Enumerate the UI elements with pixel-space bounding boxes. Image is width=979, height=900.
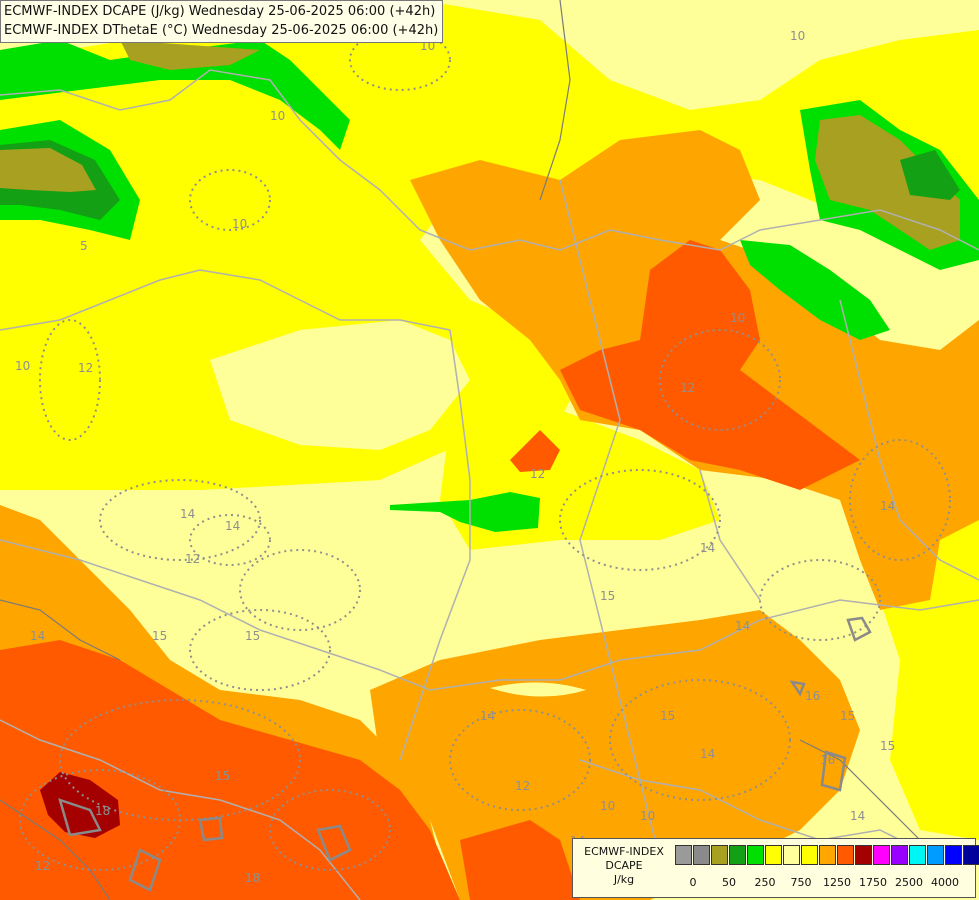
contour-label: 10 xyxy=(270,109,285,123)
legend-tick-label: 4000 xyxy=(931,876,959,889)
contour-label: 15 xyxy=(600,589,615,603)
contour-label: 12 xyxy=(530,467,545,481)
legend-model: ECMWF-INDEX xyxy=(584,845,664,858)
contour-label: 10 xyxy=(640,809,655,823)
legend-swatch xyxy=(801,845,818,865)
legend-swatch xyxy=(963,845,979,865)
legend-tick-label: 50 xyxy=(722,876,736,889)
legend-unit: J/kg xyxy=(613,873,635,886)
legend-swatch xyxy=(675,845,692,865)
contour-label: 12 xyxy=(35,859,50,873)
contour-label: 12 xyxy=(515,779,530,793)
contour-label: 14 xyxy=(225,519,240,533)
olive-region-north xyxy=(120,40,260,70)
legend-swatch xyxy=(909,845,926,865)
title-dthetae: ECMWF-INDEX DThetaE (°C) Wednesday 25-06… xyxy=(4,23,439,38)
contour-label: 12 xyxy=(680,381,695,395)
contour-labels: 10 10 10 10 5 10 12 10 12 12 14 14 14 12 14 15 14 15 14 15 1… xyxy=(15,29,895,885)
green-region-northwest-top xyxy=(0,40,350,150)
legend-tick-label: 1250 xyxy=(823,876,851,889)
pale-region-north xyxy=(420,0,979,110)
title-dcape: ECMWF-INDEX DCAPE (J/kg) Wednesday 25-06… xyxy=(4,4,436,19)
dark-red-region xyxy=(40,772,120,838)
legend-swatch xyxy=(891,845,908,865)
contour-label: 16 xyxy=(820,753,835,767)
contour-label: 15 xyxy=(215,769,230,783)
legend-tick-label: 0 xyxy=(689,876,697,889)
contour-label: 12 xyxy=(185,552,200,566)
legend-swatches xyxy=(675,845,979,865)
legend-tick-label: 1750 xyxy=(859,876,887,889)
contour-label: 16 xyxy=(805,689,820,703)
thick-contours xyxy=(58,616,872,892)
olive-region-northeast xyxy=(815,115,960,250)
contour-label: 15 xyxy=(152,629,167,643)
contour-label: 10 xyxy=(232,217,247,231)
contour-label: 15 xyxy=(840,709,855,723)
legend-swatch xyxy=(855,845,872,865)
legend-swatch xyxy=(747,845,764,865)
green-strip-center xyxy=(390,492,540,532)
contour-label: 14 xyxy=(850,809,865,823)
red-region-small xyxy=(510,430,560,472)
dark-green-region-northeast xyxy=(900,150,960,200)
pale-region-center xyxy=(210,320,470,450)
red-region-south-small xyxy=(460,820,580,900)
contour-label: 14 xyxy=(480,709,495,723)
red-region-east xyxy=(560,240,860,490)
olive-region-northwest xyxy=(0,148,96,192)
contour-label: 12 xyxy=(78,361,93,375)
legend-swatch xyxy=(729,845,746,865)
legend-swatch xyxy=(819,845,836,865)
contour-label: 14 xyxy=(30,629,45,643)
dtheta-contours xyxy=(19,29,951,871)
green-strip-northeast xyxy=(740,240,890,340)
contour-label: 15 xyxy=(245,629,260,643)
contour-label: 15 xyxy=(880,739,895,753)
contour-label: 18 xyxy=(245,871,260,885)
legend-swatch xyxy=(945,845,962,865)
country-borders xyxy=(0,69,979,900)
legend-swatch xyxy=(927,845,944,865)
legend-swatch xyxy=(783,845,800,865)
color-legend: ECMWF-INDEX DCAPE J/kg 0 50 250 750 1250 1750… xyxy=(572,838,979,898)
contour-label: 14 xyxy=(735,619,750,633)
contour-label: 10 xyxy=(15,359,30,373)
orange-region-south xyxy=(370,610,860,900)
contour-label: 14 xyxy=(700,747,715,761)
legend-variable: DCAPE xyxy=(605,859,643,872)
legend-swatch xyxy=(873,845,890,865)
legend-tick-label: 750 xyxy=(790,876,812,889)
contour-label: 14 xyxy=(180,507,195,521)
contour-label: 14 xyxy=(880,499,895,513)
contour-label: 18 xyxy=(95,804,110,818)
legend-tick-label: 2500 xyxy=(895,876,923,889)
legend-swatch xyxy=(711,845,728,865)
contour-label: 10 xyxy=(730,311,745,325)
contour-label: 5 xyxy=(80,239,88,253)
pale-oval-south xyxy=(490,682,586,697)
legend-swatch xyxy=(765,845,782,865)
contour-label: 10 xyxy=(790,29,805,43)
contour-label: 10 xyxy=(600,799,615,813)
contour-label: 15 xyxy=(660,709,675,723)
legend-swatch xyxy=(693,845,710,865)
contour-label: 14 xyxy=(700,541,715,555)
legend-ticks: 0 50 250 750 1250 1750 2500 4000 xyxy=(675,876,975,892)
title-box: ECMWF-INDEX DCAPE (J/kg) Wednesday 25-06… xyxy=(0,0,444,43)
legend-title: ECMWF-INDEX DCAPE J/kg xyxy=(575,845,673,887)
legend-tick-label: 250 xyxy=(754,876,776,889)
legend-swatch xyxy=(837,845,854,865)
